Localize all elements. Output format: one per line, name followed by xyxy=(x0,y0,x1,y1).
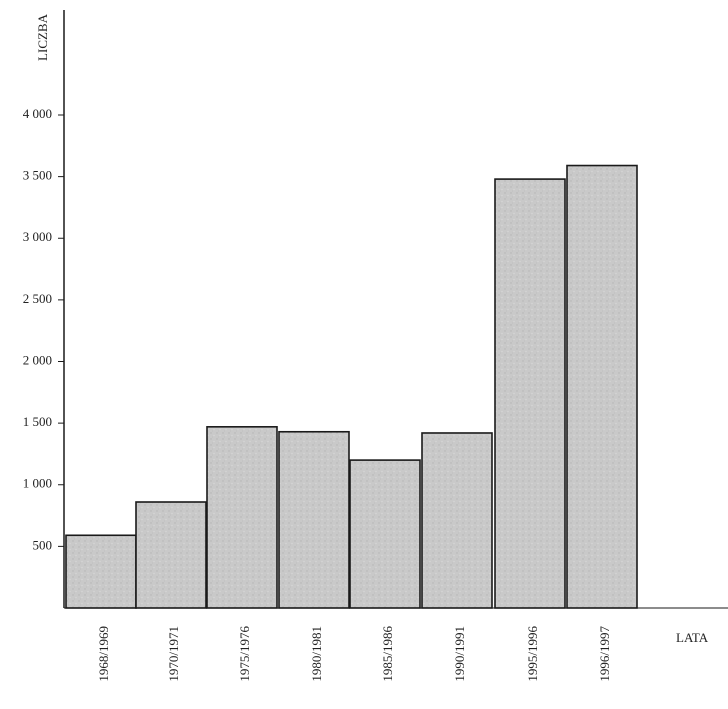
y-ticks-layer: 500 1 000 1 500 2 000 2 500 3 000 3 500 4 000 xyxy=(23,106,64,552)
bar-1996-1997 xyxy=(566,164,638,609)
x-tick-label: 1970/1971 xyxy=(166,626,181,682)
bar-1968-1969 xyxy=(65,534,137,609)
x-labels-layer: 1968/1969 1970/1971 1975/1976 1980/1981 1985… xyxy=(96,626,612,682)
y-tick-label: 500 xyxy=(33,537,53,552)
bar-1990-1991 xyxy=(421,432,493,609)
y-tick-label: 1 500 xyxy=(23,414,52,429)
bar-1970-1971 xyxy=(135,501,207,609)
x-axis-title: LATA xyxy=(676,630,709,645)
x-tick-label: 1985/1986 xyxy=(380,626,395,682)
y-tick-label: 1 000 xyxy=(23,476,52,491)
x-tick-label: 1968/1969 xyxy=(96,626,111,682)
x-tick-label: 1995/1996 xyxy=(525,626,540,682)
y-axis-title: LICZBA xyxy=(35,13,50,61)
bars-layer xyxy=(65,164,638,609)
y-tick-label: 4 000 xyxy=(23,106,52,121)
x-tick-label: 1990/1991 xyxy=(452,626,467,682)
bar-1975-1976 xyxy=(206,426,278,609)
x-tick-label: 1980/1981 xyxy=(309,626,324,682)
y-tick-label: 2 000 xyxy=(23,352,52,367)
bar-1980-1981 xyxy=(278,430,350,609)
y-tick-label: 3 000 xyxy=(23,229,52,244)
y-tick-label: 3 500 xyxy=(23,168,52,183)
y-tick-label: 2 500 xyxy=(23,291,52,306)
x-tick-label: 1996/1997 xyxy=(597,626,612,682)
bar-1985-1986 xyxy=(349,459,421,609)
bar-1995-1996 xyxy=(494,178,566,609)
x-tick-label: 1975/1976 xyxy=(237,626,252,682)
